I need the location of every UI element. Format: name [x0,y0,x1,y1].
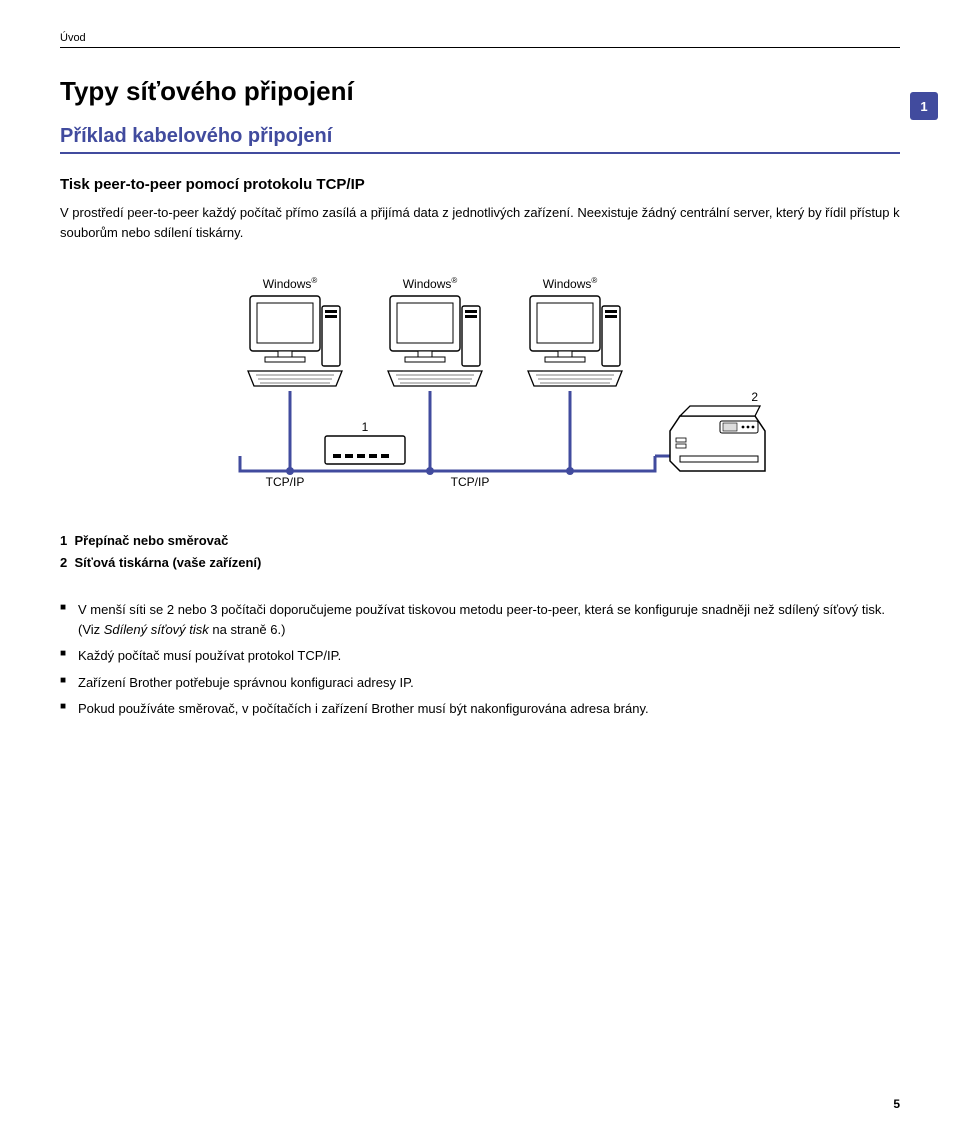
note-item: V menší síti se 2 nebo 3 počítači doporu… [60,600,900,640]
computer-1: Windows® [248,276,342,386]
note-item: Zařízení Brother potřebuje správnou konf… [60,673,900,693]
svg-text:Windows®: Windows® [403,276,458,291]
note-item: Pokud používáte směrovač, v počítačích i… [60,699,900,719]
computer-2: Windows® [388,276,482,386]
printer-icon: 2 [670,390,765,471]
note-item: Každý počítač musí používat protokol TCP… [60,646,900,666]
tcpip-label-right: TCP/IP [451,475,490,489]
subsection-title: Tisk peer-to-peer pomocí protokolu TCP/I… [60,176,900,193]
tcpip-label-left: TCP/IP [266,475,305,489]
page-number: 5 [893,1097,900,1111]
breadcrumb: Úvod [60,32,900,48]
section-subtitle: Příklad kabelového připojení [60,125,900,154]
section-number-tab: 1 [910,92,938,120]
svg-text:Windows®: Windows® [263,276,318,291]
computer-3: Windows® [528,276,622,386]
switch-icon: 1 [325,420,405,464]
svg-text:1: 1 [362,420,369,434]
intro-paragraph: V prostředí peer-to-peer každý počítač p… [60,203,900,242]
cross-ref-link[interactable]: Sdílený síťový tisk [104,622,209,637]
svg-text:Windows®: Windows® [543,276,598,291]
diagram-legend: 1 Přepínač nebo směrovač 2 Síťová tiskár… [60,530,900,574]
page-title: Typy síťového připojení [60,76,900,107]
svg-text:2: 2 [751,390,758,404]
notes-list: V menší síti se 2 nebo 3 počítači doporu… [60,600,900,719]
network-diagram: 1 TCP/IP TCP/IP Windows® Windows® [60,256,900,506]
